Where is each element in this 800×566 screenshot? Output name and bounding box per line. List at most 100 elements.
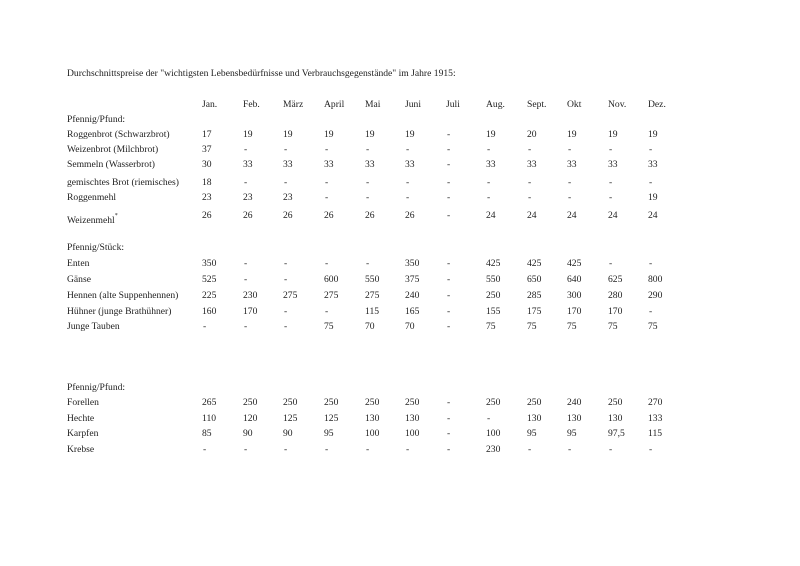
table-cell: 95 <box>527 428 537 439</box>
table-cell: - <box>406 444 410 455</box>
table-cell: - <box>609 177 613 188</box>
row-label: Roggenbrot (Schwarzbrot) <box>67 129 170 140</box>
table-cell: - <box>325 192 329 203</box>
table-cell: 175 <box>527 306 542 317</box>
table-cell: 130 <box>527 413 542 424</box>
table-cell: 375 <box>405 274 420 285</box>
table-cell: 130 <box>405 413 420 424</box>
table-cell: 240 <box>567 397 582 408</box>
table-cell: 19 <box>608 129 618 140</box>
table-cell: 26 <box>324 210 334 221</box>
table-cell: - <box>406 192 410 203</box>
table-cell: - <box>244 274 248 285</box>
table-cell: - <box>203 444 207 455</box>
table-cell: - <box>244 321 248 332</box>
table-cell: 33 <box>324 159 334 170</box>
document-title: Durchschnittspreise der "wichtigsten Leb… <box>67 68 456 79</box>
table-cell: 275 <box>324 290 339 301</box>
row-label: Enten <box>67 258 90 269</box>
table-cell: 17 <box>202 129 212 140</box>
row-label: Forellen <box>67 397 99 408</box>
column-header-month: April <box>324 99 345 110</box>
table-cell: 125 <box>324 413 339 424</box>
table-cell: 75 <box>324 321 334 332</box>
table-cell: - <box>284 444 288 455</box>
table-cell: - <box>649 177 653 188</box>
table-cell: 115 <box>648 428 663 439</box>
table-cell: - <box>366 144 370 155</box>
column-header-month: Juli <box>446 99 460 110</box>
table-cell: 525 <box>202 274 217 285</box>
table-cell: 425 <box>527 258 542 269</box>
table-cell: - <box>447 192 451 203</box>
table-cell: - <box>284 321 288 332</box>
table-cell: 23 <box>283 192 293 203</box>
table-cell: - <box>325 306 329 317</box>
table-cell: 75 <box>648 321 658 332</box>
section-heading: Pfennig/Stück: <box>67 242 125 253</box>
table-cell: 110 <box>202 413 217 424</box>
table-cell: 33 <box>486 159 496 170</box>
table-cell: - <box>406 144 410 155</box>
table-cell: 18 <box>202 177 212 188</box>
table-cell: 250 <box>486 290 501 301</box>
table-cell: - <box>284 274 288 285</box>
row-label: Roggenmehl <box>67 192 117 203</box>
row-label: Weizenmehl* <box>67 213 118 226</box>
table-cell: 90 <box>243 428 253 439</box>
footnote-mark: * <box>114 213 118 219</box>
table-cell: - <box>284 258 288 269</box>
table-cell: 75 <box>608 321 618 332</box>
table-cell: - <box>244 444 248 455</box>
table-cell: - <box>528 177 532 188</box>
table-cell: - <box>447 428 451 439</box>
table-cell: - <box>609 192 613 203</box>
table-cell: 19 <box>283 129 293 140</box>
table-cell: 160 <box>202 306 217 317</box>
table-cell: 95 <box>324 428 334 439</box>
table-cell: 100 <box>405 428 420 439</box>
table-cell: 19 <box>648 192 658 203</box>
table-cell: - <box>568 192 572 203</box>
table-cell: 70 <box>365 321 375 332</box>
table-cell: 19 <box>324 129 334 140</box>
row-label: Semmeln (Wasserbrot) <box>67 159 155 170</box>
table-cell: 550 <box>486 274 501 285</box>
table-cell: - <box>447 210 451 221</box>
table-cell: 90 <box>283 428 293 439</box>
table-cell: - <box>447 144 451 155</box>
column-header-month: Nov. <box>608 99 627 110</box>
table-cell: - <box>447 444 451 455</box>
table-cell: 130 <box>608 413 623 424</box>
table-cell: - <box>649 258 653 269</box>
table-cell: 425 <box>486 258 501 269</box>
table-cell: - <box>447 413 451 424</box>
table-cell: 26 <box>243 210 253 221</box>
row-label: Hennen (alte Suppenhennen) <box>67 290 179 301</box>
table-cell: 250 <box>608 397 623 408</box>
table-cell: 24 <box>608 210 618 221</box>
table-cell: - <box>609 444 613 455</box>
table-cell: 600 <box>324 274 339 285</box>
row-label: gemischtes Brot (riemisches) <box>67 177 179 188</box>
table-cell: 250 <box>324 397 339 408</box>
table-cell: 170 <box>243 306 258 317</box>
table-cell: 26 <box>283 210 293 221</box>
table-cell: - <box>325 444 329 455</box>
table-cell: 230 <box>243 290 258 301</box>
table-cell: 33 <box>405 159 415 170</box>
table-cell: - <box>284 177 288 188</box>
section-heading: Pfennig/Pfund: <box>67 382 126 393</box>
table-cell: 33 <box>567 159 577 170</box>
table-cell: 250 <box>527 397 542 408</box>
table-cell: - <box>568 444 572 455</box>
row-label: Hechte <box>67 413 95 424</box>
table-cell: - <box>487 413 491 424</box>
table-cell: - <box>649 444 653 455</box>
table-cell: - <box>244 258 248 269</box>
table-cell: 33 <box>527 159 537 170</box>
table-cell: 70 <box>405 321 415 332</box>
table-cell: 250 <box>405 397 420 408</box>
table-cell: - <box>447 397 451 408</box>
table-cell: 19 <box>243 129 253 140</box>
